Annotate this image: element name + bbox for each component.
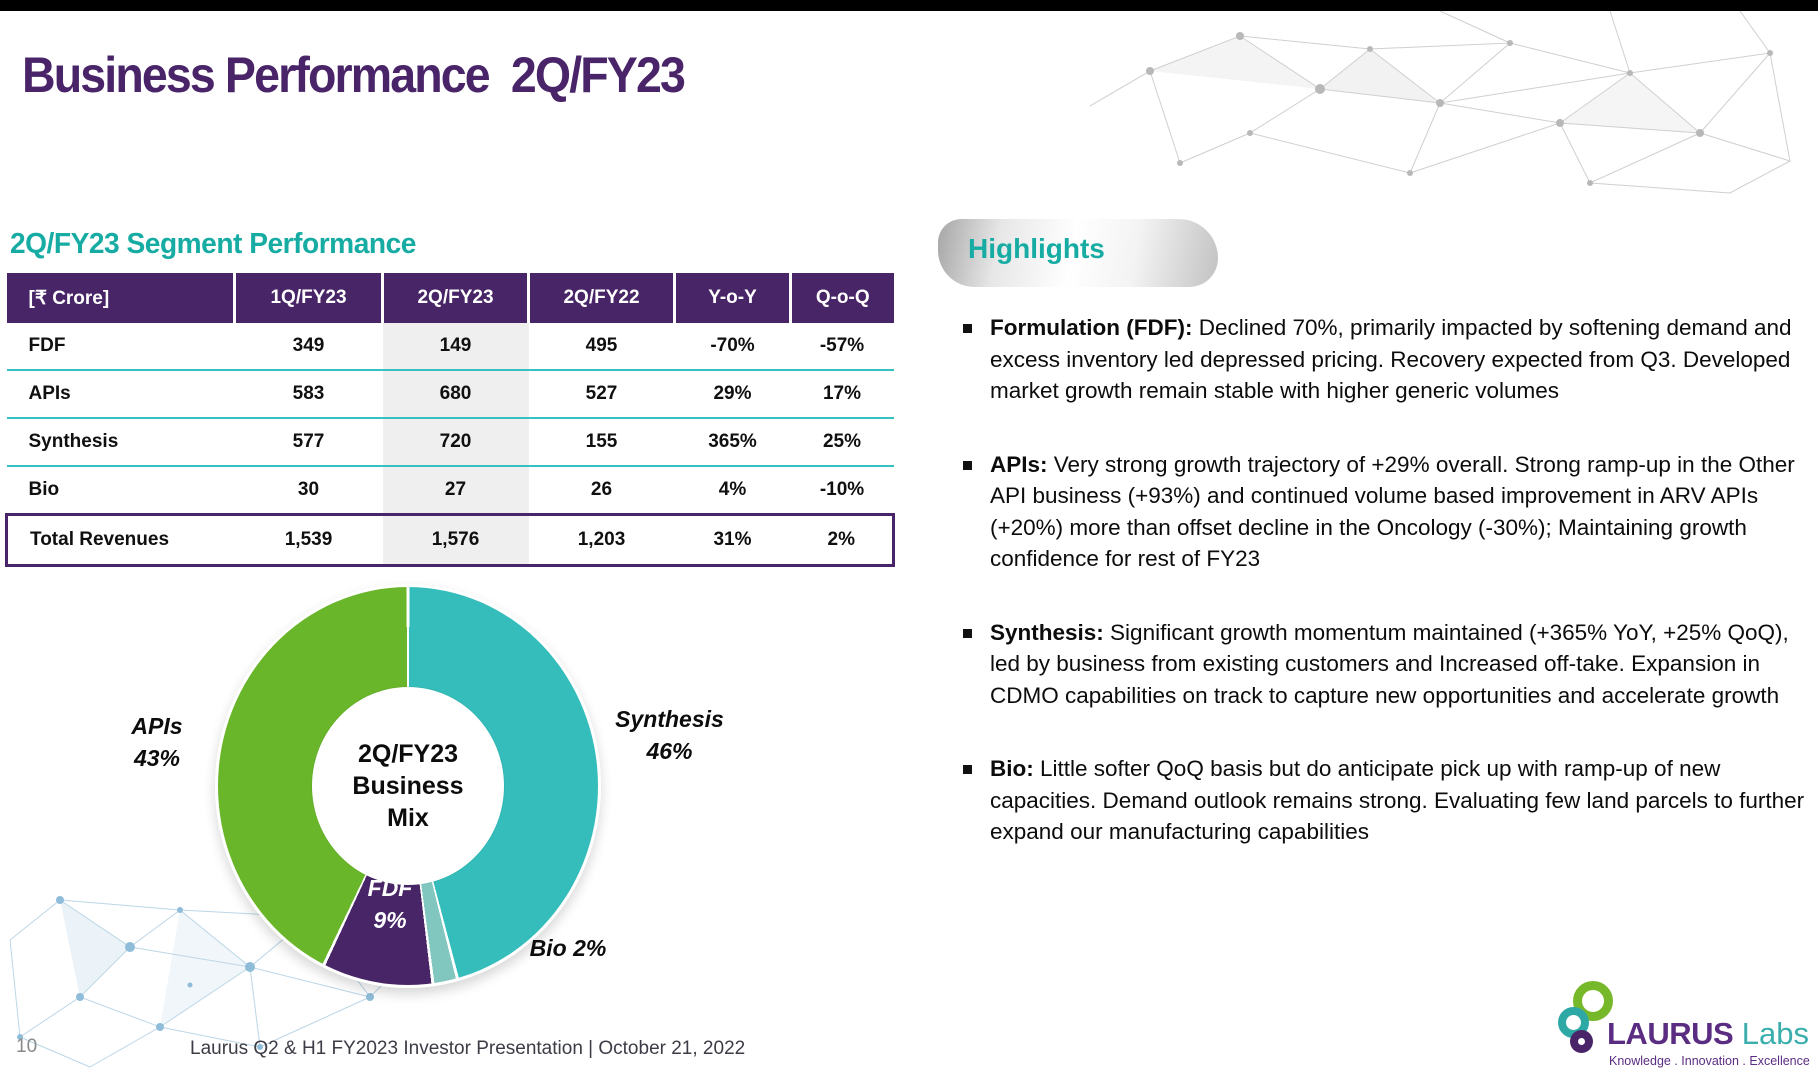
- square-bullet-icon: [963, 460, 972, 470]
- page-number: 10: [16, 1036, 38, 1057]
- table-row-apis: APIs 583 680 527 29% 17%: [6, 370, 894, 418]
- donut-label-fdf: FDF 9%: [367, 875, 413, 934]
- network-mesh-decoration: [1090, 11, 1791, 194]
- square-bullet-icon: [963, 765, 972, 774]
- donut-label-bio: Bio 2%: [529, 935, 607, 961]
- table-row-synthesis: Synthesis 577 720 155 365% 25%: [6, 418, 894, 466]
- highlights-bullet-list: Formulation (FDF): Declined 70%, primari…: [963, 312, 1811, 848]
- page-title: Business Performance 2Q/FY23: [22, 47, 686, 103]
- logo-wordmark: LAURUS Labs: [1607, 1016, 1810, 1051]
- highlight-bullet-synthesis: Synthesis: Significant growth momentum m…: [963, 617, 1811, 712]
- highlights-badge: [938, 219, 1218, 287]
- business-mix-donut: 2Q/FY23 Business Mix: [215, 584, 601, 988]
- highlight-bullet-bio: Bio: Little softer QoQ basis but do anti…: [963, 753, 1811, 848]
- donut-label-apis: APIs 43%: [131, 713, 183, 772]
- highlight-bullet-fdf: Formulation (FDF): Declined 70%, primari…: [963, 312, 1811, 407]
- column-header-crore: [₹ Crore]: [6, 273, 236, 323]
- laurus-labs-logo: LAURUS Labs Knowledge . Innovation . Exc…: [1556, 974, 1818, 1078]
- top-black-bar: [0, 0, 1818, 11]
- table-row-bio: Bio 30 27 26 4% -10%: [7, 466, 894, 515]
- logo-tagline: Knowledge . Innovation . Excellence: [1609, 1054, 1810, 1068]
- donut-center-label: 2Q/FY23 Business Mix: [312, 687, 504, 885]
- column-header-yoy: Y-o-Y: [674, 273, 792, 323]
- table-row-total-revenues: Total Revenues 1,539 1,576 1,203 31% 2%: [6, 514, 894, 566]
- column-header-1qfy23: 1Q/FY23: [234, 273, 384, 323]
- table-row-fdf: FDF 349 149 495 -70% -57%: [6, 323, 894, 370]
- highlights-heading: Highlights: [968, 233, 1105, 264]
- laurus-circles-logo-icon: [1570, 1030, 1593, 1053]
- laurus-circles-logo-icon: [1573, 981, 1613, 1021]
- table-header-row: [₹ Crore] 1Q/FY23 2Q/FY23 2Q/FY22 Y-o-Y …: [6, 273, 894, 323]
- segment-performance-table: [₹ Crore] 1Q/FY23 2Q/FY23 2Q/FY22 Y-o-Y …: [5, 273, 894, 567]
- column-header-qoq: Q-o-Q: [790, 273, 894, 323]
- square-bullet-icon: [963, 324, 972, 333]
- square-bullet-icon: [963, 628, 972, 638]
- highlight-bullet-apis: APIs: Very strong growth trajectory of +…: [963, 449, 1811, 575]
- column-header-2qfy23: 2Q/FY23: [382, 273, 530, 323]
- segment-performance-heading: 2Q/FY23 Segment Performance: [10, 228, 416, 260]
- column-header-2qfy22: 2Q/FY22: [528, 273, 676, 323]
- donut-label-synthesis: Synthesis 46%: [615, 706, 724, 765]
- footer-text: Laurus Q2 & H1 FY2023 Investor Presentat…: [190, 1038, 746, 1059]
